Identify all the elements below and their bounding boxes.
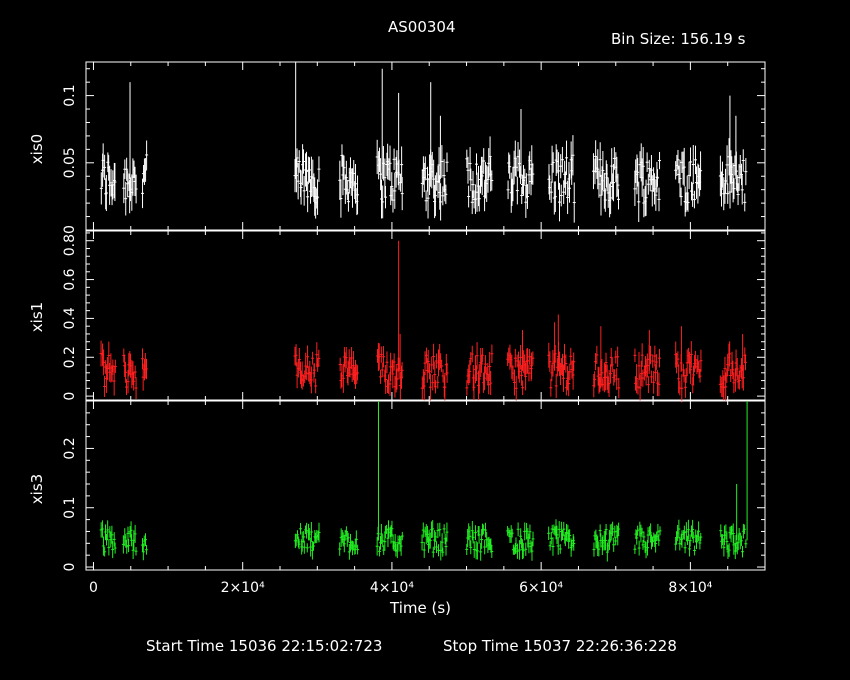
xis3-y-tick-label: 0: [62, 563, 78, 572]
chart-title: AS00304: [388, 18, 456, 36]
xis0-y-label: xis0: [28, 133, 47, 165]
xis1-y-label: xis1: [28, 301, 47, 333]
xis1-y-tick-label: 0.6: [62, 268, 78, 290]
xis3-y-tick-label: 0.2: [62, 437, 78, 459]
xis1-y-tick-label: 0.4: [62, 307, 78, 329]
xis0-panel-frame: [85, 61, 766, 231]
xis1-panel-frame: [85, 230, 766, 401]
xis3-y-tick-label: 0.1: [62, 497, 78, 519]
xis3-panel-frame: [85, 400, 766, 571]
x-axis-label: Time (s): [390, 599, 451, 617]
xis0-y-tick-label: 0.05: [62, 147, 78, 178]
x-tick-label: 6×10⁴: [519, 580, 563, 596]
xis1-y-tick-label: 0: [62, 392, 78, 401]
start-time-label: Start Time 15036 22:15:02:723: [146, 637, 383, 655]
xis1-y-tick-label: 0.80: [62, 225, 78, 256]
bin-size-label: Bin Size: 156.19 s: [611, 30, 746, 48]
xis3-y-label: xis3: [28, 473, 47, 505]
xis1-y-tick-label: 0.2: [62, 346, 78, 368]
x-tick-label: 4×10⁴: [370, 580, 414, 596]
x-tick-label: 0: [89, 580, 98, 596]
x-tick-label: 8×10⁴: [668, 580, 712, 596]
stop-time-label: Stop Time 15037 22:26:36:228: [443, 637, 677, 655]
x-tick-label: 2×10⁴: [221, 580, 265, 596]
xis0-y-tick-label: 0.1: [62, 84, 78, 106]
